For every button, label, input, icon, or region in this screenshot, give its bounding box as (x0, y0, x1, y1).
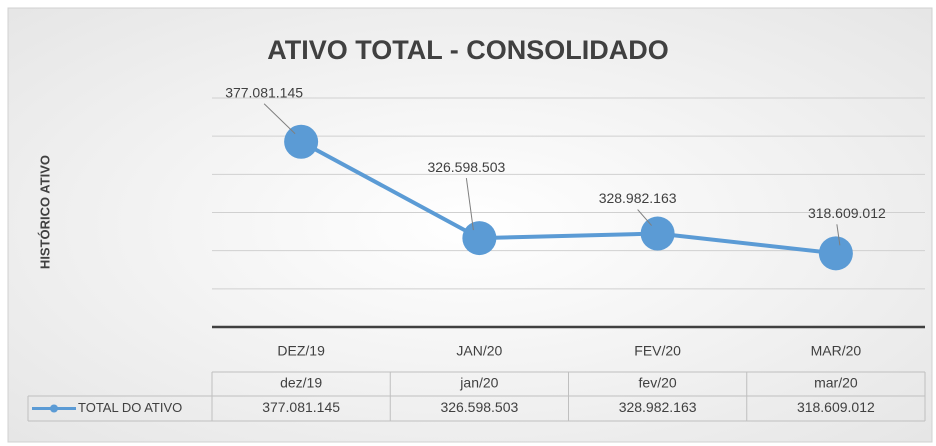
legend-label: TOTAL DO ATIVO (78, 400, 182, 415)
data-label: 318.609.012 (808, 205, 886, 221)
x-tick-label: FEV/20 (634, 343, 681, 359)
data-label: 328.982.163 (599, 190, 677, 206)
leader-line (836, 224, 841, 246)
legend-marker (50, 404, 58, 413)
table-header: dez/19 (280, 375, 322, 391)
x-tick-label: JAN/20 (456, 343, 502, 359)
leader-line (263, 103, 296, 135)
series-line (300, 139, 837, 256)
table-value: 318.609.012 (797, 399, 875, 415)
x-tick-label: DEZ/19 (277, 343, 325, 359)
data-label: 377.081.145 (225, 84, 303, 100)
marker (640, 216, 675, 251)
leader-line (637, 209, 653, 226)
table-header: fev/20 (639, 375, 677, 391)
data-label: 326.598.503 (427, 159, 505, 175)
chart-title: ATIVO TOTAL - CONSOLIDADO (267, 35, 669, 65)
table-value: 326.598.503 (440, 399, 518, 415)
table-header: jan/20 (459, 375, 498, 391)
table-value: 377.081.145 (262, 399, 340, 415)
table-header: mar/20 (814, 375, 858, 391)
marker (284, 124, 319, 159)
marker (818, 236, 853, 271)
y-axis-title: HISTÓRICO ATIVO (37, 155, 52, 269)
leader-line (465, 178, 474, 231)
x-tick-label: MAR/20 (811, 343, 862, 359)
table-value: 328.982.163 (619, 399, 697, 415)
marker (462, 221, 497, 256)
